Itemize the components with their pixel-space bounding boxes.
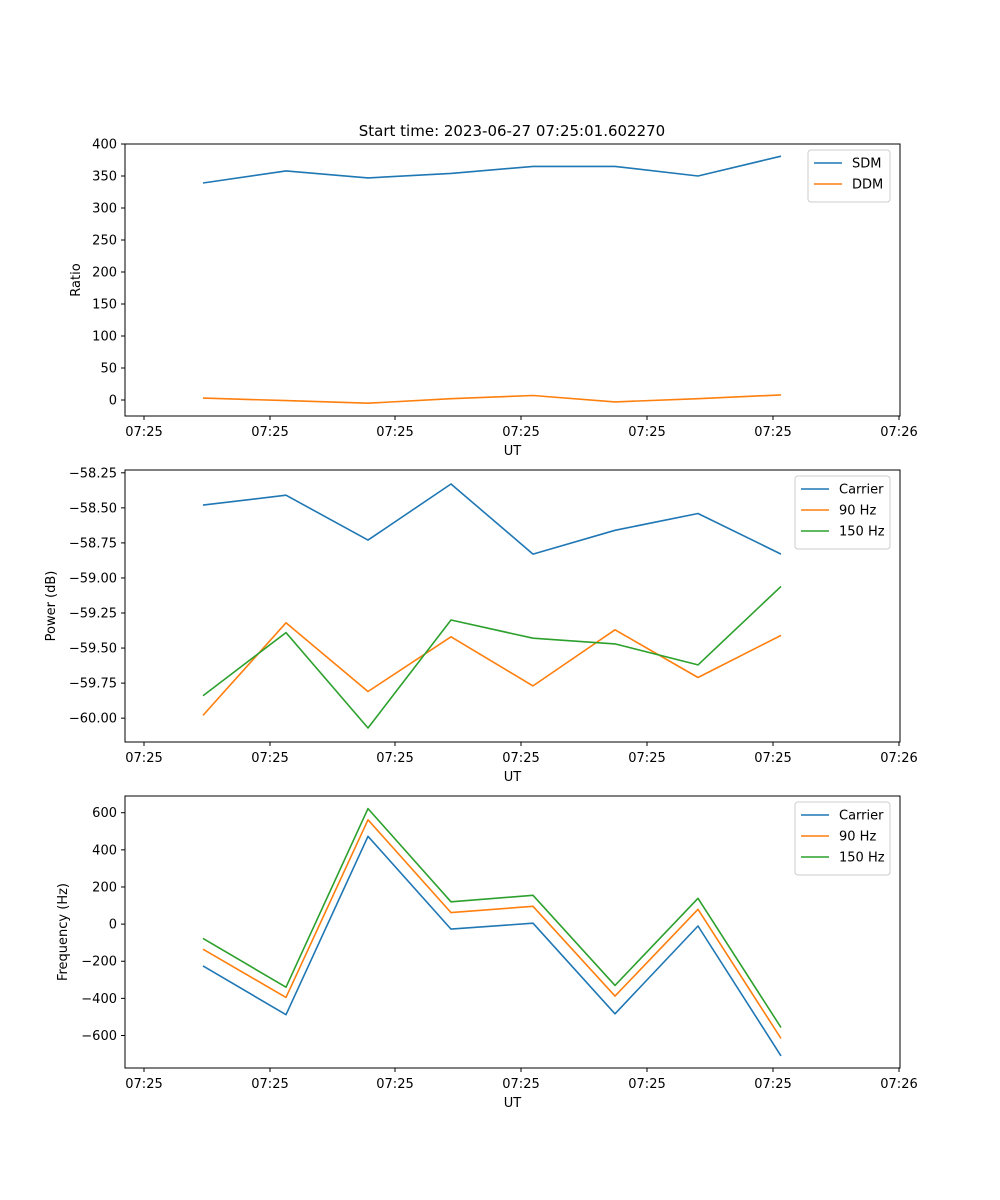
legend: Carrier 90 Hz 150 Hz [794, 801, 891, 876]
legend-label: 150 Hz [839, 851, 885, 866]
x-tick-label: 07:25 [502, 751, 539, 766]
panels-container: 07:25 07:25 07:25 07:25 07:25 07:25 07:26 UT 0 50… [44, 138, 918, 1112]
x-tick-label: 07:25 [628, 1077, 665, 1092]
x-tick-label: 07:25 [125, 425, 162, 440]
x-tick-label: 07:25 [628, 751, 665, 766]
plot-frame [124, 143, 901, 417]
x-tick-label: 07:25 [754, 425, 791, 440]
legend: SDM DDM [807, 149, 891, 203]
y-tick-label: −58.50 [69, 501, 117, 516]
x-tick-label: 07:25 [125, 1077, 162, 1092]
x-tick-label: 07:25 [502, 1077, 539, 1092]
chart-panel-1: 07:25 07:25 07:25 07:25 07:25 07:25 07:26 UT 0 50… [69, 138, 918, 460]
x-axis-label: UT [504, 1096, 522, 1111]
y-tick-label: −200 [81, 955, 117, 970]
y-tick-label: 100 [92, 330, 117, 345]
x-tick-label: 07:25 [628, 425, 665, 440]
legend-label: 150 Hz [839, 525, 885, 540]
chart-panel-2: 07:25 07:25 07:25 07:25 07:25 07:25 07:26 UT −60… [44, 466, 918, 785]
series-line-carrier [202, 483, 782, 555]
legend-label: DDM [852, 178, 883, 193]
series-line-carrier [202, 835, 782, 1057]
y-tick-label: 300 [92, 202, 117, 217]
y-tick-label: 0 [109, 394, 117, 409]
y-tick-label: −600 [81, 1029, 117, 1044]
x-tick-label: 07:25 [754, 751, 791, 766]
x-tick-label: 07:25 [251, 1077, 288, 1092]
y-tick-label: −59.75 [69, 677, 117, 692]
x-axis-label: UT [504, 770, 522, 785]
plot-frame [124, 469, 901, 743]
x-axis-label: UT [504, 444, 522, 459]
x-tick-label: 07:25 [376, 751, 413, 766]
series-line-150-hz [202, 585, 782, 729]
y-tick-label: −58.25 [69, 466, 117, 481]
legend-label: 90 Hz [839, 830, 876, 845]
y-tick-label: 50 [100, 362, 117, 377]
y-tick-label: −58.75 [69, 536, 117, 551]
series-line-sdm [202, 155, 782, 184]
series-line-150-hz [202, 807, 782, 1028]
y-tick-label: 150 [92, 298, 117, 313]
y-tick-label: 250 [92, 234, 117, 249]
legend-label: 90 Hz [839, 504, 876, 519]
series-line-90-hz [202, 621, 782, 716]
series-line-90-hz [202, 818, 782, 1039]
plot-frame [124, 795, 901, 1069]
y-tick-label: 350 [92, 170, 117, 185]
x-tick-label: 07:26 [880, 425, 917, 440]
y-tick-label: 200 [92, 880, 117, 895]
y-axis-label: Ratio [69, 263, 84, 296]
x-tick-label: 07:25 [754, 1077, 791, 1092]
x-tick-label: 07:25 [376, 1077, 413, 1092]
y-tick-label: 200 [92, 266, 117, 281]
chart-panel-3: 07:25 07:25 07:25 07:25 07:25 07:25 07:26 UT −60… [56, 795, 918, 1111]
x-tick-label: 07:25 [376, 425, 413, 440]
y-axis-label: Power (dB) [44, 571, 59, 642]
y-tick-label: −59.50 [69, 642, 117, 657]
legend-label: Carrier [839, 809, 884, 824]
legend: Carrier 90 Hz 150 Hz [794, 475, 891, 550]
x-tick-label: 07:26 [880, 1077, 917, 1092]
chart-title: Start time: 2023-06-27 07:25:01.602270 [359, 122, 665, 140]
legend-label: Carrier [839, 483, 884, 498]
x-tick-label: 07:25 [125, 751, 162, 766]
x-tick-label: 07:25 [251, 751, 288, 766]
y-tick-label: 400 [92, 138, 117, 153]
y-tick-label: 600 [92, 806, 117, 821]
y-tick-label: −400 [81, 992, 117, 1007]
legend-label: SDM [852, 157, 881, 172]
y-tick-label: 400 [92, 843, 117, 858]
y-tick-label: −59.00 [69, 571, 117, 586]
y-axis-label: Frequency (Hz) [56, 883, 71, 981]
x-tick-label: 07:25 [502, 425, 539, 440]
y-tick-label: 0 [109, 918, 117, 933]
series-line-ddm [202, 394, 782, 405]
x-tick-label: 07:25 [251, 425, 288, 440]
y-tick-label: −59.25 [69, 607, 117, 622]
y-tick-label: −60.00 [69, 712, 117, 727]
x-tick-label: 07:26 [880, 751, 917, 766]
